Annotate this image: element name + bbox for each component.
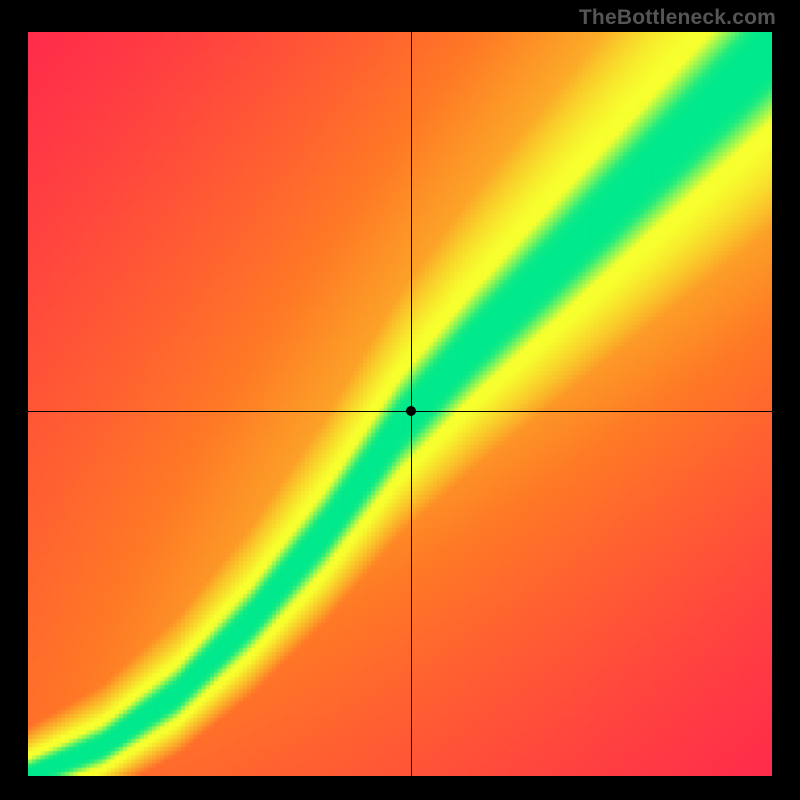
selection-marker [406, 406, 416, 416]
crosshair-vertical [411, 32, 412, 776]
chart-container: TheBottleneck.com [0, 0, 800, 800]
heatmap-plot [28, 32, 772, 776]
heatmap-canvas [28, 32, 772, 776]
crosshair-horizontal [28, 411, 772, 412]
watermark-text: TheBottleneck.com [579, 6, 776, 30]
